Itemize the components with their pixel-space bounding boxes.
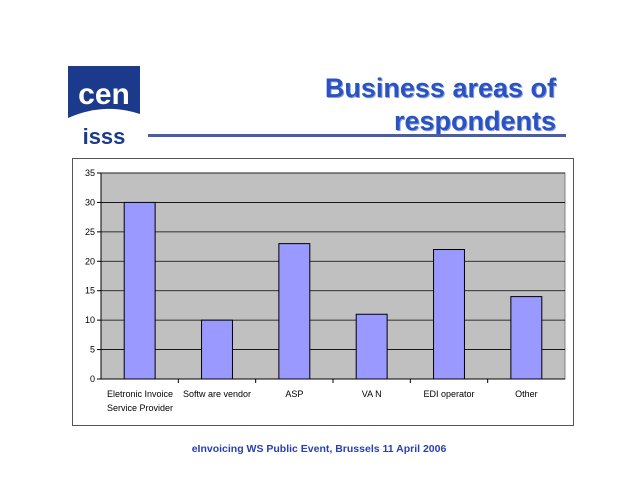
bar [355,313,388,380]
plot-area [100,172,566,380]
footer-text: eInvoicing WS Public Event, Brussels 11 … [191,443,447,455]
bar-chart: 0 5 10 15 20 25 30 35 Eletronic Invoice Service P… [72,158,574,426]
y-tick-label: 0 [90,374,95,384]
bar [278,243,311,380]
title-line-1: Business areas of [324,73,556,103]
bar [433,249,465,380]
x-tick-label: Eletronic Invoice [107,389,173,399]
y-tick-label: 20 [85,256,95,266]
logo-top-text: cen [78,78,130,111]
logo-bottom-text: isss [83,124,126,149]
bar [201,319,233,380]
x-tick-label: ASP [285,389,303,399]
y-tick-label: 30 [85,197,95,207]
x-tick-label: Service Provider [107,403,173,413]
y-tick-label: 15 [85,286,95,296]
cen-isss-logo: cen isss [68,66,140,150]
x-tick-label: Other [515,389,538,399]
y-tick-label: 35 [85,168,95,178]
title-line-2: respondents [393,106,556,136]
y-tick-label: 5 [90,345,95,355]
x-tick-label: Softw are vendor [183,389,251,399]
bar [510,296,543,380]
chart-canvas: 0 5 10 15 20 25 30 35 Eletronic Invoice Service P… [85,168,566,413]
title-underline [148,134,566,137]
x-tick-label: VA N [362,389,382,399]
y-tick-label: 25 [85,227,95,237]
bar [123,201,156,380]
page-title: Business areas of respondents [196,72,556,138]
x-tick-label: EDI operator [423,389,474,399]
y-tick-label: 10 [85,315,95,325]
